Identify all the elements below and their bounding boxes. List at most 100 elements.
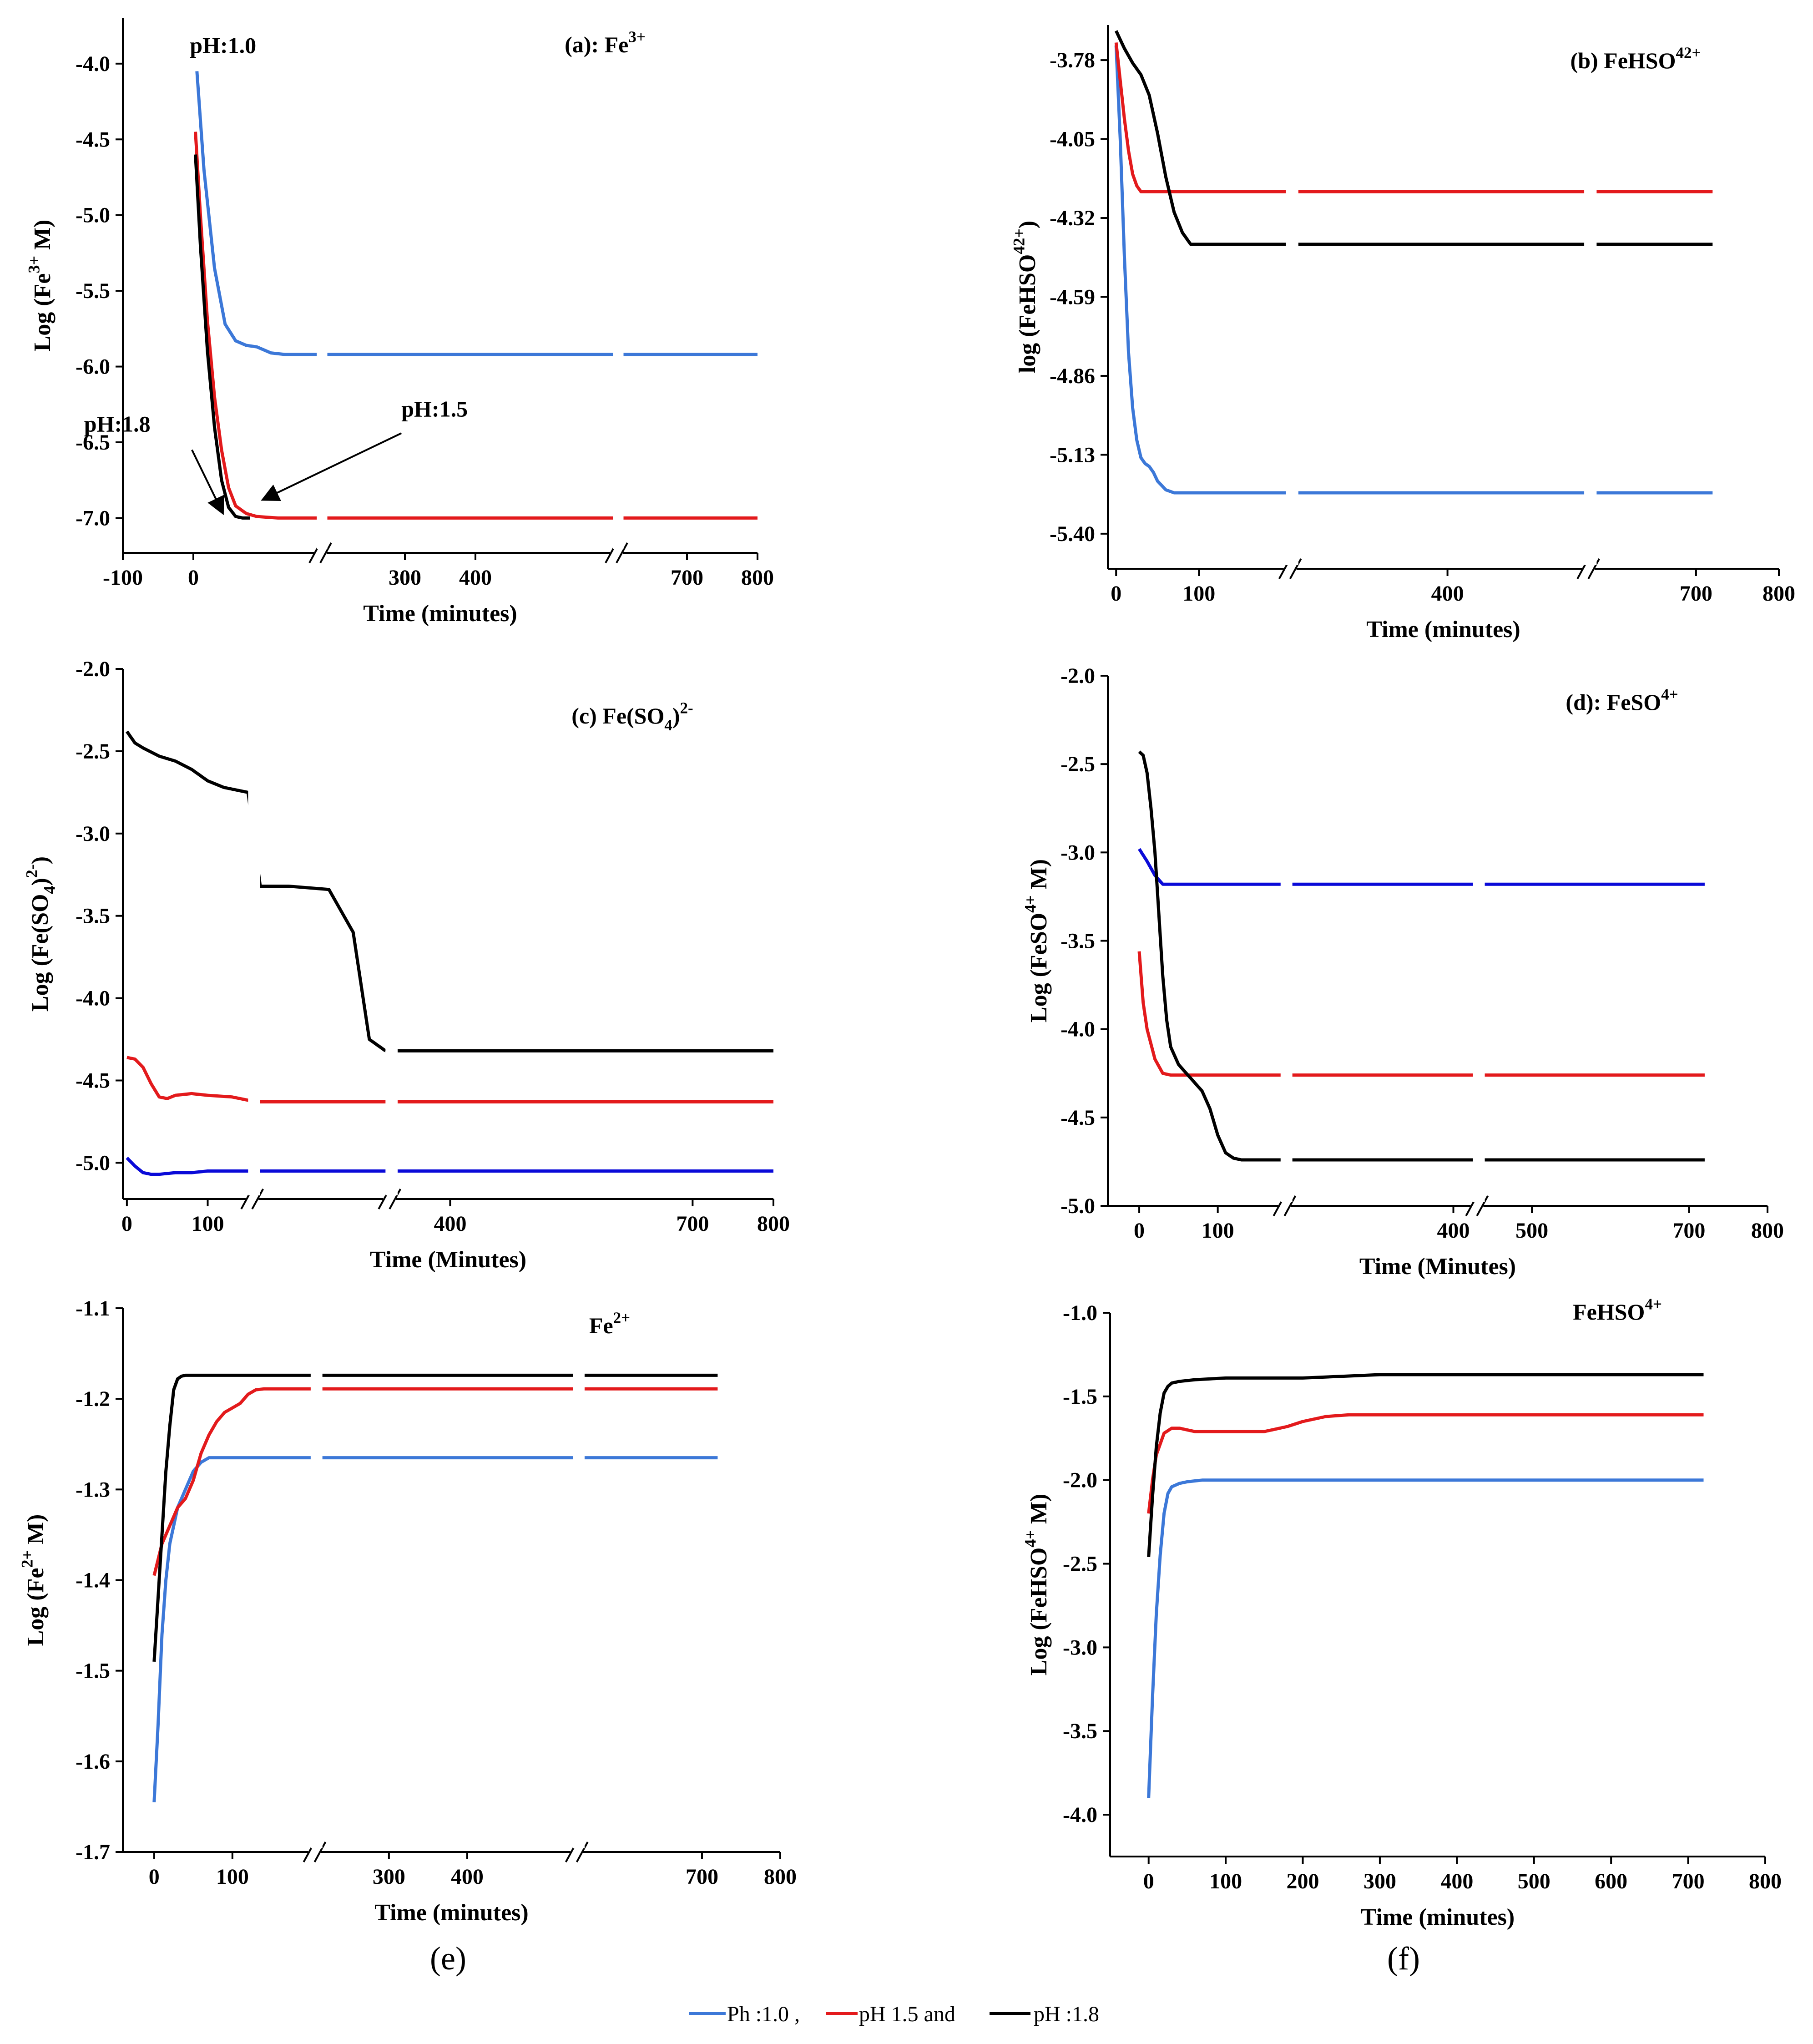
axis-break-gap <box>610 549 623 557</box>
y-tick-label: -4.0 <box>76 987 110 1011</box>
y-tick-label: -5.40 <box>1050 522 1095 546</box>
y-tick-label: -3.78 <box>1050 48 1095 72</box>
y-axis-label-a: Log (Fe3+ M) <box>25 220 56 352</box>
x-tick-label: 100 <box>1202 1219 1234 1243</box>
x-tick-label: 400 <box>1437 1219 1470 1243</box>
x-tick-label: 0 <box>1111 582 1121 606</box>
x-tick-label: 800 <box>1749 1869 1782 1893</box>
series-line-d-2 <box>1138 750 1705 1162</box>
x-tick-label: 100 <box>192 1212 224 1236</box>
x-axis-label-e: Time (minutes) <box>374 1900 528 1926</box>
axis-break-mark <box>319 542 332 563</box>
legend-label-ph1: Ph :1.0 , <box>727 2002 800 2026</box>
y-tick-label: -5.13 <box>1050 443 1095 467</box>
y-tick-label: -1.7 <box>76 1840 110 1864</box>
series-line-f-2 <box>1147 1373 1704 1558</box>
axis-break-gap <box>1283 565 1297 572</box>
annotation-a-0: pH:1.0 <box>190 33 256 58</box>
y-axis-label-d: Log (FeSO4+ M) <box>1021 859 1052 1022</box>
x-tick-label: 800 <box>1762 582 1795 606</box>
x-tick-label: -100 <box>103 566 143 590</box>
series-line-a-0 <box>195 71 758 356</box>
chart-title-c: (c) Fe(SO4)2- <box>571 699 693 734</box>
axis-break-gap <box>1470 1202 1484 1209</box>
x-tick-label: 500 <box>1518 1869 1550 1893</box>
x-tick-label: 300 <box>373 1865 405 1889</box>
x-tick-label: 700 <box>1672 1869 1705 1893</box>
axis-break-mark <box>1476 1195 1489 1216</box>
y-tick-label: -4.59 <box>1050 285 1095 309</box>
axis-break-gap <box>383 1195 396 1203</box>
caption-f: (f) <box>1387 1940 1420 1977</box>
series-line-a-2 <box>194 154 250 520</box>
axis-break-mark <box>1283 1195 1297 1216</box>
series-break-gap <box>1584 26 1597 565</box>
series-line-d-0 <box>1138 848 1705 886</box>
x-tick-label: 0 <box>121 1212 132 1236</box>
annotation-a-2: pH:1.5 <box>401 396 468 421</box>
series-break-gap <box>317 19 328 549</box>
x-tick-label: 800 <box>764 1865 797 1889</box>
y-tick-label: -5.0 <box>76 203 110 228</box>
y-tick-label: -2.0 <box>1061 664 1095 688</box>
annotation-a-1: pH:1.8 <box>84 411 151 437</box>
x-tick-label: 600 <box>1595 1869 1627 1893</box>
y-tick-label: -5.0 <box>76 1151 110 1175</box>
x-axis-label-b: Time (minutes) <box>1366 617 1520 643</box>
x-tick-label: 100 <box>1182 582 1215 606</box>
series-line-c-2 <box>126 1056 773 1103</box>
x-tick-label: 700 <box>686 1865 718 1889</box>
axis-break-mark <box>1587 558 1600 579</box>
legend: Ph :1.0 , pH 1.5 and pH :1.8 <box>689 2002 1099 2026</box>
series-break-gap <box>1286 26 1298 565</box>
axis-break-gap <box>308 1848 321 1856</box>
chart-panel-a: -7.0 -6.5 -6.0 -5.5 -5.0 -4.5 -4.0 -100 0 300 400 7… <box>25 18 774 627</box>
x-tick-label: 100 <box>216 1865 249 1889</box>
series-break-gap <box>573 1309 585 1848</box>
chart-panel-f: -4.0 -3.5 -3.0 -2.5 -2.0 -1.5 -1.0 0 100 200 300 40… <box>1021 1295 1782 1931</box>
x-tick-label: 800 <box>741 566 774 590</box>
y-tick-label: -6.0 <box>76 355 110 379</box>
y-tick-label: -1.0 <box>1063 1301 1097 1325</box>
x-tick-label: 0 <box>188 566 199 590</box>
y-tick-label: -4.86 <box>1050 364 1095 388</box>
x-tick-label: 400 <box>1431 582 1464 606</box>
x-tick-label: 0 <box>1134 1219 1145 1243</box>
x-tick-label: 700 <box>1672 1219 1705 1243</box>
axis-break-gap <box>314 549 327 557</box>
y-tick-label: -1.5 <box>1063 1385 1097 1409</box>
y-tick-label: -1.4 <box>76 1568 110 1593</box>
x-tick-label: 800 <box>757 1212 790 1236</box>
y-tick-label: -3.5 <box>76 904 110 928</box>
y-axis-label-f: Log (FeHSO4+ M) <box>1021 1494 1052 1676</box>
x-tick-label: 300 <box>389 566 421 590</box>
annotation-arrow-a-0 <box>191 449 224 516</box>
caption-e: (e) <box>430 1940 466 1977</box>
series-break-gap <box>248 670 260 1195</box>
series-line-a-1 <box>194 132 758 520</box>
series-line-b-2 <box>1115 30 1713 246</box>
y-tick-label: -4.5 <box>1061 1106 1095 1130</box>
series-break-gap <box>310 1309 323 1848</box>
chart-title-e: Fe2+ <box>589 1309 630 1339</box>
chart-panel-b: -5.40 -5.13 -4.86 -4.59 -4.32 -4.05 -3.78 0 100 4… <box>1010 25 1795 643</box>
chart-title-f: FeHSO4+ <box>1573 1295 1662 1325</box>
series-line-f-1 <box>1147 1413 1704 1514</box>
series-break-gap <box>385 670 398 1195</box>
axis-break-mark <box>1289 558 1302 579</box>
series-line-e-1 <box>152 1387 718 1576</box>
x-tick-label: 300 <box>1364 1869 1396 1893</box>
x-tick-label: 400 <box>459 566 492 590</box>
y-tick-label: -4.0 <box>1063 1803 1097 1827</box>
x-tick-label: 400 <box>1440 1869 1473 1893</box>
y-tick-label: -3.0 <box>76 822 110 846</box>
y-tick-label: -4.5 <box>76 127 110 152</box>
y-tick-label: -4.05 <box>1050 127 1095 152</box>
legend-label-ph15: pH 1.5 and <box>859 2002 955 2026</box>
x-axis-label-d: Time (Minutes) <box>1359 1254 1516 1280</box>
chart-panel-c: -5.0 -4.5 -4.0 -3.5 -3.0 -2.5 -2.0 0 100 400 700 80… <box>23 657 790 1273</box>
x-tick-label: 100 <box>1209 1869 1242 1893</box>
y-tick-label: -2.0 <box>76 657 110 681</box>
y-tick-label: -1.6 <box>76 1750 110 1774</box>
